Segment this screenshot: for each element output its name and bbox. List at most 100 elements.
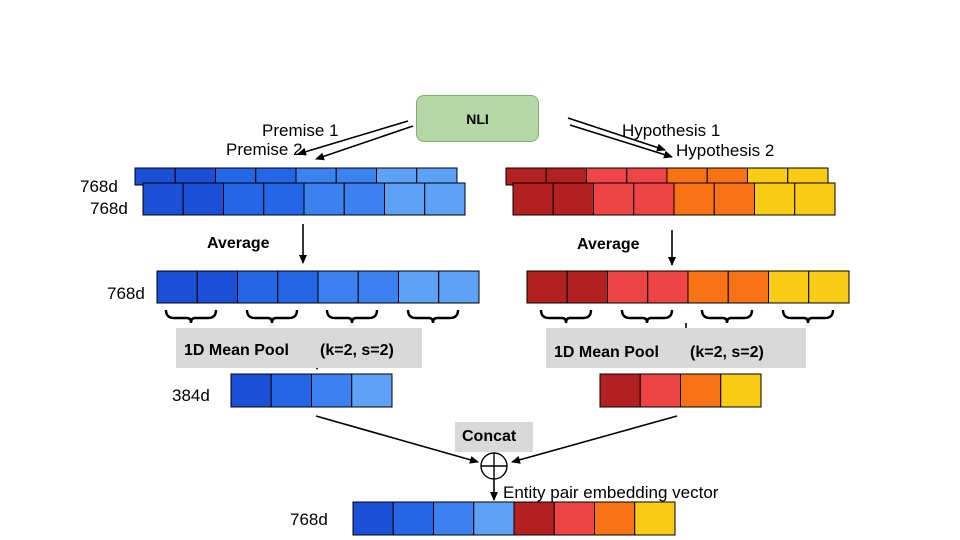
premise-1-vector-cell (134, 167, 176, 186)
pool-left-label: 1D Mean Pool (184, 342, 289, 359)
premise-1-vector-cell (376, 167, 418, 186)
averaged-red-vector-cell (727, 270, 769, 304)
pooled-red-vector-cell (720, 373, 762, 408)
hypothesis-2-vector-cell (713, 182, 755, 216)
pool-brace-right-2 (620, 309, 674, 324)
entity-pair-vector-cell (634, 501, 676, 536)
hypothesis-1-vector-cell (787, 167, 829, 186)
average-left-label: Average (207, 235, 270, 252)
premise-1-vector-cell (255, 167, 297, 186)
hypothesis-2-vector-cell (593, 182, 635, 216)
pooled-blue-vector-cell (230, 373, 272, 408)
entity-pair-vector-cell (352, 501, 394, 536)
averaged-blue-vector-cell (277, 270, 319, 304)
average-right-label: Average (577, 236, 640, 253)
dim-label-top-2: 768d (90, 199, 128, 218)
premise-1-label: Premise 1 (262, 121, 339, 140)
concat-label: Concat (462, 428, 517, 445)
averaged-red-vector-cell (808, 270, 850, 304)
entity-pair-vector-cell (433, 501, 475, 536)
pooled-blue-vector-cell (311, 373, 353, 408)
hypothesis-2-vector-cell (512, 182, 554, 216)
averaged-red-vector-cell (768, 270, 810, 304)
pooled-blue-vector-cell (351, 373, 393, 408)
pool-brace-right-4 (781, 309, 835, 324)
arrow-nli-hypothesis-1 (567, 117, 666, 152)
pooled-red-vector-cell (639, 373, 681, 408)
pool-left-params: (k=2, s=2) (320, 342, 394, 359)
entity-pair-vector-cell (513, 501, 555, 536)
pool-brace-left-4 (406, 309, 460, 324)
arrow-nli-premise-1 (297, 120, 409, 156)
premise-2-vector-cell (384, 182, 426, 216)
arrow-nli-hypothesis-2 (569, 124, 673, 159)
entity-pair-vector-cell (473, 501, 515, 536)
entity-pair-vector-cell (392, 501, 434, 536)
premise-2-vector-cell (223, 182, 265, 216)
hypothesis-2-vector-cell (673, 182, 715, 216)
averaged-red-vector-cell (687, 270, 729, 304)
hypothesis-1-label: Hypothesis 1 (622, 121, 721, 140)
premise-1-vector-cell (295, 167, 337, 186)
dim-label-final: 768d (290, 510, 328, 529)
averaged-blue-vector-cell (438, 270, 480, 304)
hypothesis-1-vector-cell (505, 167, 547, 186)
dim-label-average: 768d (107, 284, 145, 303)
averaged-red-vector-cell (566, 270, 608, 304)
hypothesis-2-vector-cell (754, 182, 796, 216)
pool-brace-right-3 (700, 309, 754, 324)
premise-2-vector-cell (303, 182, 345, 216)
premise-2-vector-cell (182, 182, 224, 216)
premise-2-vector-cell (142, 182, 184, 216)
hypothesis-2-vector-cell (794, 182, 836, 216)
premise-1-vector-cell (335, 167, 377, 186)
averaged-blue-vector-cell (237, 270, 279, 304)
concat-highlight (455, 422, 533, 452)
averaged-blue-vector-cell (398, 270, 440, 304)
pool-brace-left-1 (164, 309, 218, 324)
averaged-blue-vector-cell (196, 270, 238, 304)
dim-label-pooled: 384d (172, 386, 210, 405)
averaged-red-vector-cell (526, 270, 568, 304)
pool-right-highlight (546, 328, 806, 368)
pool-right-label: 1D Mean Pool (554, 344, 659, 361)
premise-2-vector-cell (343, 182, 385, 216)
premise-2-vector-cell (263, 182, 305, 216)
pool-brace-right-1 (539, 309, 593, 324)
pool-brace-left-2 (245, 309, 299, 324)
entity-pair-vector-cell (594, 501, 636, 536)
nli-label: NLI (466, 110, 489, 127)
hypothesis-1-vector-cell (626, 167, 668, 186)
premise-2-vector-cell (424, 182, 466, 216)
pool-right-params: (k=2, s=2) (690, 344, 764, 361)
pool-left-highlight (176, 328, 422, 368)
premise-2-label: Premise 2 (226, 140, 303, 159)
averaged-blue-vector-cell (156, 270, 198, 304)
pool-brace-left-3 (325, 309, 379, 324)
entity-pair-label: Entity pair embedding vector (503, 483, 719, 502)
pooled-blue-vector-cell (270, 373, 312, 408)
averaged-blue-vector-cell (317, 270, 359, 304)
arrow-right-to-concat (511, 415, 678, 464)
premise-1-vector-cell (416, 167, 458, 186)
nli-box: NLI (416, 95, 539, 142)
hypothesis-1-vector-cell (545, 167, 587, 186)
hypothesis-1-vector-cell (747, 167, 789, 186)
hypothesis-1-vector-cell (586, 167, 628, 186)
arrow-left-to-concat (315, 415, 479, 464)
dim-label-top-1: 768d (80, 177, 118, 196)
hypothesis-2-vector-cell (552, 182, 594, 216)
averaged-red-vector-cell (607, 270, 649, 304)
hypothesis-2-label: Hypothesis 2 (676, 141, 775, 160)
entity-pair-vector-cell (553, 501, 595, 536)
pooled-red-vector-cell (599, 373, 641, 408)
concat-operator (480, 452, 508, 480)
averaged-red-vector-cell (647, 270, 689, 304)
arrow-nli-premise-2 (315, 125, 414, 161)
hypothesis-2-vector-cell (633, 182, 675, 216)
premise-1-vector-cell (174, 167, 216, 186)
hypothesis-1-vector-cell (666, 167, 708, 186)
premise-1-vector-cell (215, 167, 257, 186)
averaged-blue-vector-cell (357, 270, 399, 304)
